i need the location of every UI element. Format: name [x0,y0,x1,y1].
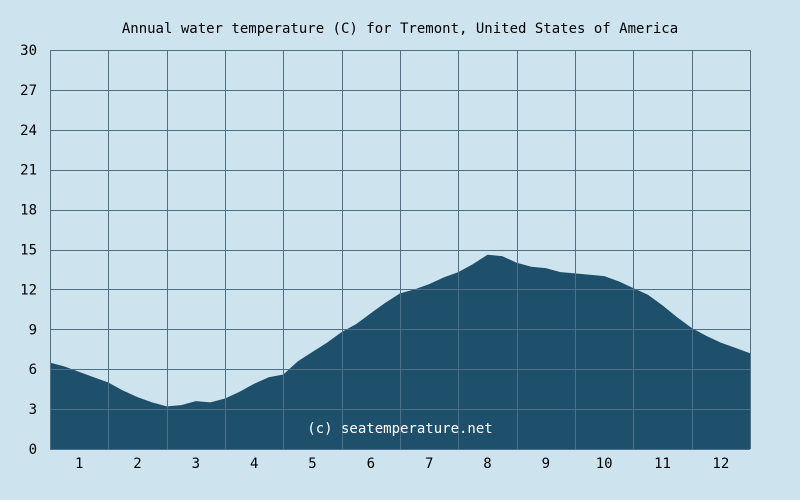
x-tick-label: 3 [192,456,200,472]
x-tick-label: 9 [542,456,550,472]
y-tick-label: 0 [29,442,37,458]
y-tick-label: 24 [20,123,37,139]
x-tick-label: 1 [75,456,83,472]
y-tick-label: 15 [20,243,37,259]
watermark: (c) seatemperature.net [307,421,492,437]
chart-title: Annual water temperature (C) for Tremont… [122,21,678,37]
x-tick-label: 5 [308,456,316,472]
y-tick-label: 12 [20,282,37,298]
x-tick-label: 2 [133,456,141,472]
y-tick-label: 3 [29,402,37,418]
y-tick-label: 18 [20,203,37,219]
x-tick-label: 12 [712,456,729,472]
y-tick-label: 21 [20,163,37,179]
x-axis: 1 2 3 4 5 6 7 8 9 10 11 12 [75,456,729,472]
x-tick-label: 11 [654,456,671,472]
x-tick-label: 10 [596,456,613,472]
y-tick-label: 9 [29,322,37,338]
y-tick-label: 30 [20,43,37,59]
x-tick-label: 4 [250,456,258,472]
x-tick-label: 7 [425,456,433,472]
y-tick-label: 6 [29,362,37,378]
y-tick-label: 27 [20,83,37,99]
grid-layer [50,50,751,450]
x-tick-label: 6 [367,456,375,472]
x-tick-label: 8 [483,456,491,472]
y-axis: 0 3 6 9 12 15 18 21 24 27 30 [20,43,37,458]
